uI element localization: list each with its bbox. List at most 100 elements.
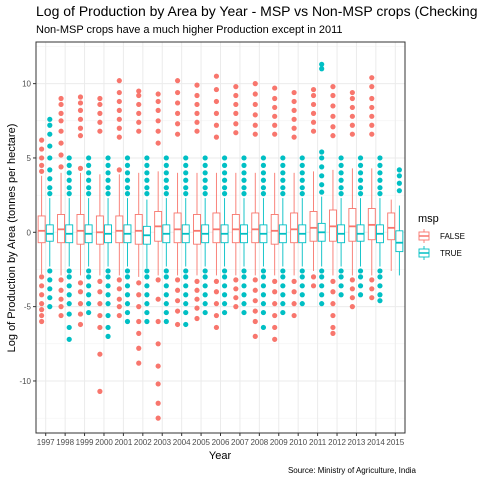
outlier-point	[377, 178, 382, 183]
x-tick-label: 2007	[231, 438, 249, 447]
legend-label: TRUE	[440, 249, 462, 258]
outlier-point	[300, 274, 305, 279]
outlier-point	[222, 310, 227, 315]
outlier-point	[39, 313, 44, 318]
outlier-point	[350, 123, 355, 128]
outlier-point	[67, 337, 72, 342]
outlier-point	[164, 185, 169, 190]
outlier-point	[39, 155, 44, 160]
outlier-point	[319, 283, 324, 288]
outlier-point	[183, 268, 188, 273]
outlier-point	[241, 301, 246, 306]
outlier-point	[214, 301, 219, 306]
outlier-point	[97, 102, 102, 107]
box-iqr	[252, 213, 259, 243]
outlier-point	[319, 268, 324, 273]
outlier-point	[144, 268, 149, 273]
outlier-point	[156, 416, 161, 421]
outlier-point	[369, 114, 374, 119]
outlier-point	[47, 132, 52, 137]
box-iqr	[213, 213, 220, 243]
outlier-point	[339, 274, 344, 279]
outlier-point	[164, 155, 169, 160]
outlier-point	[144, 283, 149, 288]
outlier-point	[241, 170, 246, 175]
outlier-point	[78, 126, 83, 131]
outlier-point	[67, 155, 72, 160]
outlier-point	[125, 283, 130, 288]
outlier-point	[78, 280, 83, 285]
x-tick-label: 1998	[56, 438, 74, 447]
legend-entry-true: TRUE	[419, 246, 462, 260]
outlier-point	[300, 268, 305, 273]
outlier-point	[233, 277, 238, 282]
outlier-point	[58, 304, 63, 309]
outlier-point	[319, 66, 324, 71]
outlier-point	[253, 102, 258, 107]
outlier-point	[272, 123, 277, 128]
outlier-point	[67, 325, 72, 330]
legend-label: FALSE	[440, 232, 465, 241]
outlier-point	[117, 297, 122, 302]
outlier-point	[280, 170, 285, 175]
outlier-point	[105, 334, 110, 339]
outlier-point	[300, 178, 305, 183]
outlier-point	[194, 279, 199, 284]
outlier-point	[261, 268, 266, 273]
outlier-point	[203, 191, 208, 196]
outlier-point	[241, 268, 246, 273]
outlier-point	[203, 178, 208, 183]
outlier-point	[97, 352, 102, 357]
outlier-point	[67, 292, 72, 297]
outlier-point	[117, 167, 122, 172]
outlier-point	[144, 155, 149, 160]
outlier-point	[319, 164, 324, 169]
outlier-point	[339, 170, 344, 175]
outlier-point	[47, 176, 52, 181]
outlier-point	[272, 96, 277, 101]
outlier-point	[330, 84, 335, 89]
outlier-point	[272, 301, 277, 306]
outlier-point	[280, 191, 285, 196]
outlier-point	[350, 286, 355, 291]
outlier-point	[358, 155, 363, 160]
outlier-point	[183, 163, 188, 168]
outlier-point	[272, 279, 277, 284]
outlier-point	[39, 307, 44, 312]
outlier-point	[300, 163, 305, 168]
outlier-point	[214, 279, 219, 284]
outlier-point	[358, 283, 363, 288]
outlier-point	[58, 152, 63, 157]
outlier-point	[78, 311, 83, 316]
outlier-point	[241, 310, 246, 315]
outlier-point	[136, 111, 141, 116]
outlier-point	[319, 62, 324, 67]
outlier-point	[105, 163, 110, 168]
outlier-point	[292, 126, 297, 131]
y-axis-label: Log of Production by Area (tonnes per he…	[6, 124, 18, 353]
outlier-point	[117, 126, 122, 131]
box-iqr	[396, 231, 403, 252]
outlier-point	[58, 118, 63, 123]
outlier-point	[253, 319, 258, 324]
outlier-point	[67, 274, 72, 279]
outlier-point	[377, 283, 382, 288]
outlier-point	[292, 99, 297, 104]
outlier-point	[339, 292, 344, 297]
outlier-point	[311, 111, 316, 116]
outlier-point	[156, 108, 161, 113]
outlier-point	[222, 191, 227, 196]
outlier-point	[319, 149, 324, 154]
legend-entry-false: FALSE	[419, 229, 465, 243]
outlier-point	[330, 279, 335, 284]
outlier-point	[319, 190, 324, 195]
outlier-point	[292, 313, 297, 318]
outlier-point	[47, 185, 52, 190]
outlier-point	[164, 268, 169, 273]
x-tick-label: 2002	[134, 438, 152, 447]
outlier-point	[280, 163, 285, 168]
outlier-point	[330, 313, 335, 318]
outlier-point	[136, 331, 141, 336]
